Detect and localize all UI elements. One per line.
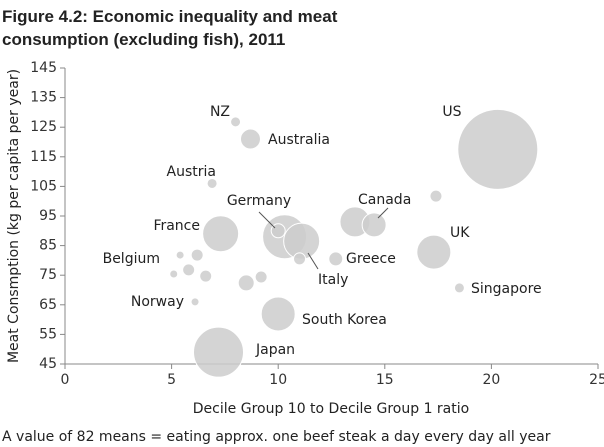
bubble [361,212,387,238]
bubble [457,108,539,190]
bubble [202,215,240,253]
x-tick-label: 15 [376,372,394,388]
bubble [182,263,196,277]
y-tick-label: 145 [30,60,57,76]
bubble [293,252,307,266]
y-tick-label: 95 [39,208,57,224]
y-tick-label: 125 [30,119,57,135]
point-label: Germany [227,193,291,209]
bubble [199,269,213,283]
bubble [190,297,200,307]
bubble [169,269,179,279]
y-tick-label: 85 [39,238,57,254]
point-label: Singapore [471,281,542,297]
y-tick-label: 55 [39,326,57,342]
bubble [239,128,261,150]
chart-title: Figure 4.2: Economic inequality and meat [2,7,338,26]
bubble [328,251,344,267]
bubble [190,248,204,262]
y-tick-label: 45 [39,356,57,372]
point-label: UK [450,225,470,241]
leader-line [377,207,389,219]
y-tick-label: 75 [39,267,57,283]
point-label: Greece [346,251,396,267]
point-label: Japan [255,342,295,358]
y-tick-label: 105 [30,178,57,194]
x-tick-label: 0 [61,372,70,388]
chart-title: consumption (excluding fish), 2011 [2,30,285,49]
point-label: Australia [268,132,330,148]
point-label: Canada [358,192,411,208]
point-label: NZ [210,104,230,120]
x-tick-label: 25 [589,372,604,388]
leader-line [258,211,276,229]
bubble [416,234,452,270]
bubble [260,296,296,332]
x-tick-label: 20 [482,372,500,388]
point-label: Belgium [103,251,160,267]
bubble [206,177,218,189]
y-tick-label: 65 [39,297,57,313]
point-label: Austria [167,164,216,180]
leader-line [307,252,319,270]
point-label: Norway [131,294,184,310]
point-label: Italy [318,272,348,288]
point-label: South Korea [302,312,387,328]
bubble [175,250,185,260]
bubble [230,116,242,128]
bubble [193,326,245,378]
bubble [429,189,443,203]
x-axis-label: Decile Group 10 to Decile Group 1 ratio [193,401,469,417]
bubble [237,274,255,292]
y-tick-label: 115 [30,149,57,165]
bubble [453,282,465,294]
point-label: France [153,218,200,234]
y-axis-label: Meat Consmption (kg per capita per year) [6,69,22,363]
x-tick-label: 5 [167,372,176,388]
x-tick-label: 10 [269,372,287,388]
y-tick-label: 135 [30,90,57,106]
point-label: US [442,104,461,120]
bubble [254,270,268,284]
footnote: A value of 82 means = eating approx. one… [2,429,551,445]
